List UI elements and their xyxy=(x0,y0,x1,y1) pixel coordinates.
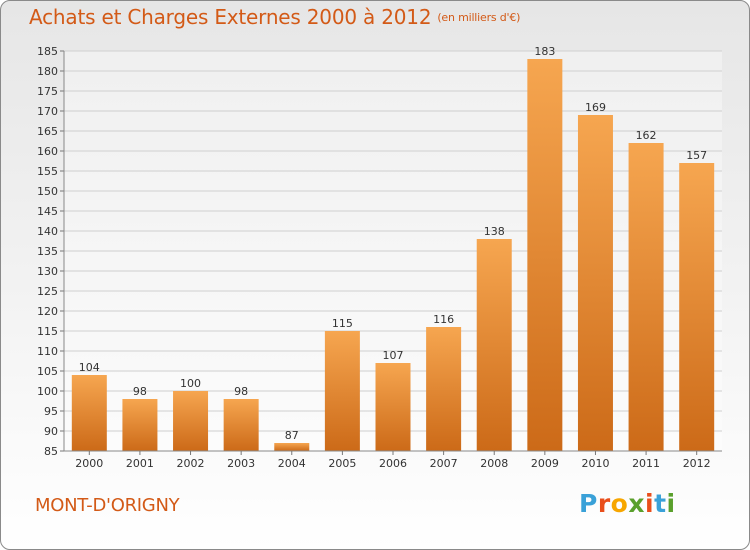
data-label: 87 xyxy=(285,429,299,442)
bar xyxy=(577,115,613,451)
logo-letter: x xyxy=(628,489,645,518)
bar xyxy=(274,443,310,451)
x-tick-label: 2000 xyxy=(75,457,103,470)
data-label: 157 xyxy=(686,149,707,162)
logo-letter: i xyxy=(645,489,655,518)
x-tick-label: 2008 xyxy=(480,457,508,470)
data-label: 169 xyxy=(585,101,606,114)
bar xyxy=(679,163,715,451)
y-tick-label: 140 xyxy=(37,225,58,238)
x-tick-label: 2002 xyxy=(177,457,205,470)
x-tick-label: 2001 xyxy=(126,457,154,470)
y-tick-label: 170 xyxy=(37,105,58,118)
y-tick-label: 110 xyxy=(37,345,58,358)
chart-title: Achats et Charges Externes 2000 à 2012 (e… xyxy=(29,5,520,29)
data-label: 104 xyxy=(79,361,100,374)
y-tick-label: 175 xyxy=(37,85,58,98)
bar xyxy=(173,391,209,451)
logo-letter: i xyxy=(666,489,676,518)
logo-letter: o xyxy=(610,489,629,518)
y-tick-label: 105 xyxy=(37,365,58,378)
data-label: 98 xyxy=(133,385,147,398)
x-tick-label: 2006 xyxy=(379,457,407,470)
logo-letter: t xyxy=(654,489,667,518)
data-label: 183 xyxy=(534,45,555,58)
data-label: 98 xyxy=(234,385,248,398)
data-label: 115 xyxy=(332,317,353,330)
data-label: 162 xyxy=(636,129,657,142)
bar xyxy=(628,143,664,451)
bar xyxy=(375,363,411,451)
y-tick-label: 90 xyxy=(44,425,58,438)
logo-letter: r xyxy=(597,489,611,518)
x-tick-label: 2005 xyxy=(328,457,356,470)
data-label: 107 xyxy=(383,349,404,362)
y-tick-label: 85 xyxy=(44,445,58,458)
x-tick-label: 2011 xyxy=(632,457,660,470)
y-tick-label: 165 xyxy=(37,125,58,138)
bar xyxy=(122,399,158,451)
y-tick-label: 130 xyxy=(37,265,58,278)
y-tick-label: 160 xyxy=(37,145,58,158)
proxiti-logo: Proxiti xyxy=(579,489,676,518)
bar xyxy=(324,331,360,451)
bar xyxy=(426,327,462,451)
data-label: 138 xyxy=(484,225,505,238)
y-tick-label: 135 xyxy=(37,245,58,258)
y-tick-label: 100 xyxy=(37,385,58,398)
logo-letter: P xyxy=(579,489,598,518)
axes: 85 90 95 100 105 110 115 120 125 130 135 140 145 150 1… xyxy=(37,45,722,470)
y-tick-label: 185 xyxy=(37,45,58,58)
bar xyxy=(476,239,512,451)
bar xyxy=(223,399,259,451)
y-tick-label: 150 xyxy=(37,185,58,198)
data-label: 100 xyxy=(180,377,201,390)
y-tick-label: 120 xyxy=(37,305,58,318)
y-tick-label: 180 xyxy=(37,65,58,78)
y-tick-label: 95 xyxy=(44,405,58,418)
x-tick-label: 2012 xyxy=(683,457,711,470)
data-label: 116 xyxy=(433,313,454,326)
y-tick-label: 125 xyxy=(37,285,58,298)
x-tick-label: 2007 xyxy=(430,457,458,470)
commune-name: MONT-D'ORIGNY xyxy=(35,495,180,516)
y-tick-label: 155 xyxy=(37,165,58,178)
title-text: Achats et Charges Externes 2000 à 2012 xyxy=(29,5,432,29)
unit-subtitle: (en milliers d'€) xyxy=(437,11,521,24)
x-tick-label: 2009 xyxy=(531,457,559,470)
bar xyxy=(71,375,107,451)
x-tick-label: 2010 xyxy=(581,457,609,470)
bars: 104 98 100 98 87 115 107 116 138 183 169 162 157 xyxy=(71,45,715,451)
y-tick-label: 145 xyxy=(37,205,58,218)
x-tick-label: 2003 xyxy=(227,457,255,470)
x-tick-label: 2004 xyxy=(278,457,306,470)
bar xyxy=(527,59,563,451)
y-tick-label: 115 xyxy=(37,325,58,338)
